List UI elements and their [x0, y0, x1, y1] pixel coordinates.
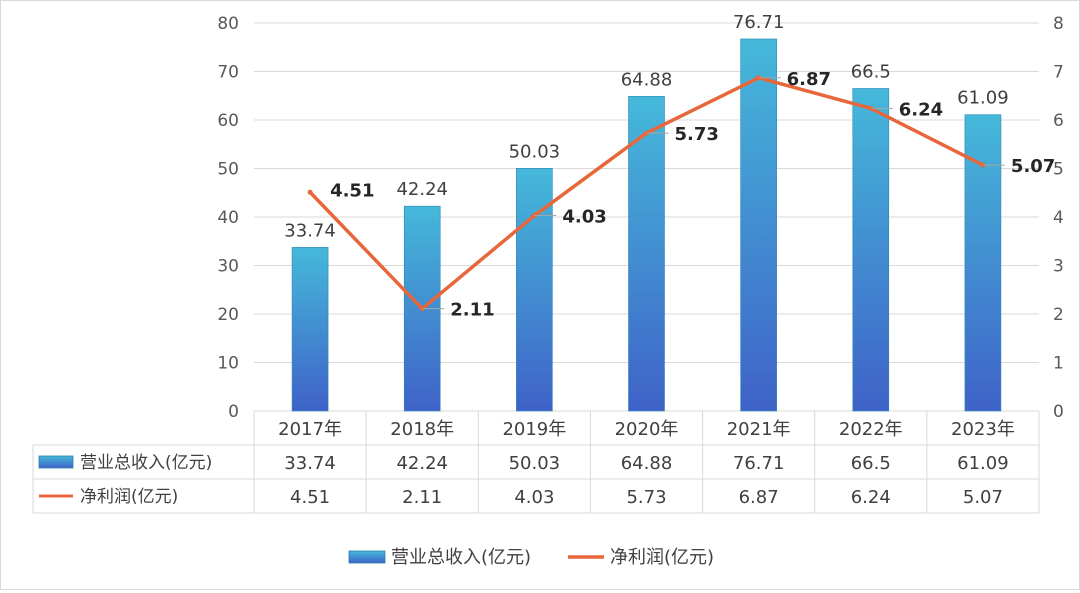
y-left-tick-label: 80: [217, 14, 239, 34]
category-label: 2017年: [278, 419, 342, 440]
table-cell: 64.88: [621, 453, 673, 474]
table-cell: 6.24: [851, 487, 891, 508]
line-data-label: 6.24: [899, 99, 943, 120]
table-bar-key: [38, 455, 74, 469]
line-data-label: 4.51: [330, 180, 374, 201]
bar-data-label: 66.5: [851, 61, 891, 82]
line-data-label: 4.03: [562, 207, 606, 228]
line-data-label: 5.73: [675, 124, 719, 145]
legend-label: 净利润(亿元): [610, 547, 714, 568]
y-right-tick-label: 1: [1053, 354, 1064, 374]
legend-bar-key: [348, 550, 386, 564]
y-right-tick-label: 7: [1053, 63, 1064, 83]
y-right-tick-label: 0: [1053, 402, 1064, 422]
bar-series: [291, 38, 1002, 412]
legend-label: 营业总收入(亿元): [391, 547, 531, 568]
y-left-tick-label: 10: [217, 354, 239, 374]
axes: 0 10 20 30 40 50 60 70 80 0 1 2 3 4 5 6 7 8: [217, 14, 1063, 422]
bar-data-label: 76.71: [733, 12, 785, 33]
bar: [291, 247, 329, 412]
bar-data-label: 42.24: [396, 179, 448, 200]
table-cell: 4.51: [290, 487, 330, 508]
category-label: 2020年: [615, 419, 679, 440]
bar: [628, 96, 665, 412]
y-left-tick-label: 60: [217, 111, 239, 131]
bar: [852, 88, 890, 412]
y-right-tick-label: 2: [1053, 305, 1064, 325]
y-left-tick-label: 40: [217, 208, 239, 228]
line-data-label: 2.11: [450, 300, 494, 321]
line-data-label: 6.87: [787, 69, 831, 90]
table-cell: 33.74: [284, 453, 336, 474]
y-right-tick-label: 6: [1053, 111, 1064, 131]
bar: [740, 38, 777, 412]
table-cell: 50.03: [509, 453, 561, 474]
y-right-tick-label: 8: [1053, 14, 1064, 34]
table-cell: 61.09: [957, 453, 1009, 474]
table-cell: 6.87: [739, 487, 779, 508]
line-point: [307, 189, 313, 195]
y-left-tick-label: 30: [217, 257, 239, 277]
category-label: 2023年: [951, 419, 1015, 440]
data-labels: 33.74 42.24 50.03 64.88 76.71 66.5 61.09 4.51 2.…: [284, 12, 1055, 321]
table-series-name: 营业总收入(亿元): [80, 453, 212, 473]
table-cell: 5.07: [963, 487, 1003, 508]
legend: 营业总收入(亿元) 净利润(亿元): [348, 547, 714, 568]
table-series-name: 净利润(亿元): [80, 487, 178, 507]
table-cell: 2.11: [402, 487, 442, 508]
bar-data-label: 33.74: [284, 220, 336, 241]
y-right-tick-label: 4: [1053, 208, 1064, 228]
y-right-tick-label: 5: [1053, 160, 1064, 180]
table-cell: 5.73: [626, 487, 666, 508]
bar-data-label: 50.03: [509, 141, 561, 162]
table-cell: 66.5: [851, 453, 891, 474]
category-label: 2018年: [390, 419, 454, 440]
y-right-tick-label: 3: [1053, 257, 1064, 277]
bar-data-label: 64.88: [621, 69, 673, 90]
bar-data-label: 61.09: [957, 88, 1009, 109]
table-cell: 42.24: [396, 453, 448, 474]
y-left-tick-label: 70: [217, 63, 239, 83]
line-data-label: 5.07: [1011, 156, 1055, 177]
table-cell: 4.03: [514, 487, 554, 508]
y-left-tick-label: 50: [217, 160, 239, 180]
y-left-tick-label: 0: [228, 402, 239, 422]
table-cell: 76.71: [733, 453, 785, 474]
category-label: 2022年: [839, 419, 903, 440]
category-label: 2019年: [502, 419, 566, 440]
y-left-tick-label: 20: [217, 305, 239, 325]
category-label: 2021年: [727, 419, 791, 440]
data-table: 2017年 2018年 2019年 2020年 2021年 2022年 2023年营业总收入…: [32, 410, 1040, 514]
